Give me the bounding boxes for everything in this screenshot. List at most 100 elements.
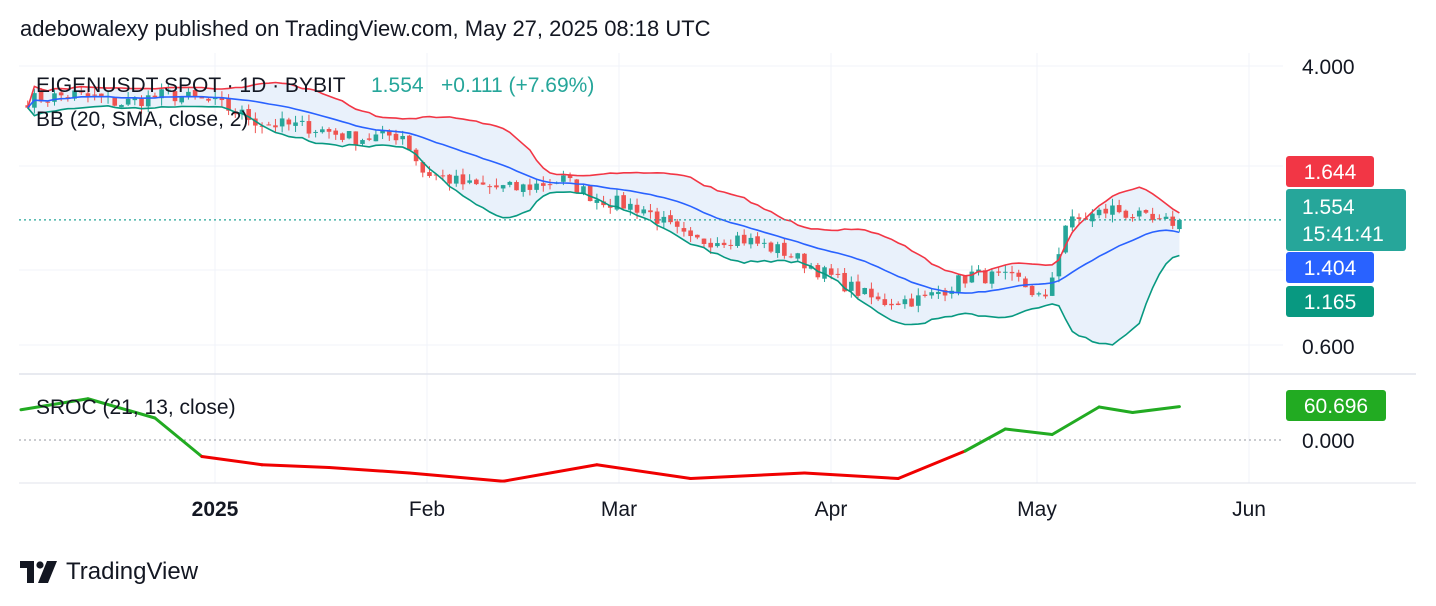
candle bbox=[849, 276, 854, 298]
candle bbox=[1123, 209, 1129, 221]
candle bbox=[353, 131, 359, 151]
candle bbox=[480, 175, 486, 185]
candle bbox=[306, 114, 312, 138]
price-tick-top: 4.000 bbox=[1302, 56, 1355, 79]
candle bbox=[989, 268, 995, 289]
candle bbox=[333, 128, 339, 140]
candle bbox=[320, 126, 325, 134]
candle bbox=[186, 87, 191, 100]
candle bbox=[761, 238, 767, 249]
sroc-segment bbox=[1003, 427, 1054, 436]
sroc-segment bbox=[1050, 405, 1101, 436]
candle bbox=[594, 193, 600, 210]
svg-text:1.554: 1.554 bbox=[1302, 196, 1355, 219]
candle bbox=[340, 132, 345, 143]
tradingview-brand-text[interactable]: TradingView bbox=[66, 558, 199, 585]
footer: TradingView bbox=[20, 557, 198, 587]
candle bbox=[567, 172, 573, 182]
bb-lower-line bbox=[27, 104, 1180, 346]
candle bbox=[1003, 265, 1008, 280]
candle bbox=[869, 282, 874, 305]
candle bbox=[741, 229, 747, 246]
candle bbox=[192, 89, 198, 100]
sroc-segment bbox=[595, 463, 693, 480]
candle bbox=[875, 292, 881, 302]
candle bbox=[775, 241, 780, 258]
candle bbox=[239, 105, 245, 120]
candle bbox=[688, 227, 693, 243]
candle bbox=[708, 238, 714, 254]
candle bbox=[587, 184, 593, 202]
candle bbox=[400, 130, 405, 145]
candle bbox=[346, 131, 352, 140]
candle bbox=[996, 267, 1001, 276]
last-price-tag: 1.554 15:41:41 bbox=[1286, 189, 1406, 251]
candle bbox=[460, 168, 466, 190]
candle bbox=[755, 232, 760, 247]
candle bbox=[152, 92, 158, 98]
chart-svg[interactable]: EIGENUSDT SPOT · 1D · BYBIT 1.554 +0.111… bbox=[19, 53, 1416, 536]
candle bbox=[674, 218, 680, 234]
sroc-segment bbox=[200, 455, 264, 467]
candle bbox=[1096, 207, 1102, 219]
sroc-segment bbox=[327, 466, 411, 475]
bb-basis-line bbox=[27, 95, 1180, 294]
bb-band-fill bbox=[27, 82, 1180, 345]
time-label-feb: Feb bbox=[409, 498, 445, 521]
candle bbox=[1069, 209, 1075, 231]
candle bbox=[648, 203, 653, 219]
upper-band-tag: 1.644 bbox=[1286, 156, 1374, 187]
candle bbox=[373, 129, 379, 142]
candle bbox=[1150, 207, 1155, 223]
candle bbox=[420, 160, 426, 178]
candle bbox=[768, 241, 774, 254]
candle bbox=[654, 207, 660, 231]
candle bbox=[721, 239, 727, 248]
candle bbox=[701, 238, 707, 249]
candle bbox=[1136, 207, 1142, 221]
candle bbox=[855, 274, 861, 299]
candle bbox=[748, 233, 754, 249]
candle bbox=[621, 192, 626, 209]
candle bbox=[52, 89, 57, 106]
candle bbox=[695, 234, 700, 240]
sroc-line bbox=[19, 397, 1181, 483]
candle bbox=[520, 183, 526, 197]
candle bbox=[453, 169, 459, 187]
candle bbox=[1103, 203, 1109, 219]
candle bbox=[514, 180, 519, 191]
candle bbox=[895, 301, 901, 306]
candle bbox=[360, 138, 365, 146]
candle bbox=[1056, 247, 1062, 283]
basis-tag: 1.404 bbox=[1286, 252, 1374, 283]
symbol-legend[interactable]: EIGENUSDT SPOT · 1D · BYBIT bbox=[36, 74, 346, 97]
svg-text:1.165: 1.165 bbox=[1304, 291, 1357, 314]
sroc-segment bbox=[689, 471, 806, 480]
candle bbox=[1143, 209, 1149, 215]
sroc-legend[interactable]: SROC (21, 13, close) bbox=[36, 396, 236, 419]
chart-frame[interactable]: EIGENUSDT SPOT · 1D · BYBIT 1.554 +0.111… bbox=[19, 53, 1416, 536]
candle bbox=[728, 239, 734, 250]
legend-price: 1.554 bbox=[371, 74, 424, 97]
tradingview-logo-icon[interactable] bbox=[20, 561, 58, 583]
candle bbox=[889, 298, 894, 310]
candle bbox=[78, 86, 84, 95]
sroc-segment bbox=[963, 427, 1007, 453]
candle bbox=[936, 285, 941, 299]
candle bbox=[782, 238, 787, 259]
candle bbox=[1029, 285, 1035, 297]
candle bbox=[681, 221, 687, 237]
svg-text:1.644: 1.644 bbox=[1304, 161, 1357, 184]
candle bbox=[273, 118, 278, 133]
sroc-value-tag: 60.696 bbox=[1286, 390, 1386, 421]
candle bbox=[407, 134, 412, 151]
candle bbox=[1110, 198, 1115, 223]
sroc-segment bbox=[1131, 405, 1181, 414]
candle bbox=[246, 104, 251, 126]
bb-legend[interactable]: BB (20, SMA, close, 2) bbox=[36, 108, 248, 131]
candle bbox=[266, 121, 272, 126]
candle bbox=[962, 275, 968, 288]
candle bbox=[922, 290, 928, 298]
candle bbox=[715, 237, 720, 248]
candle bbox=[574, 178, 580, 194]
